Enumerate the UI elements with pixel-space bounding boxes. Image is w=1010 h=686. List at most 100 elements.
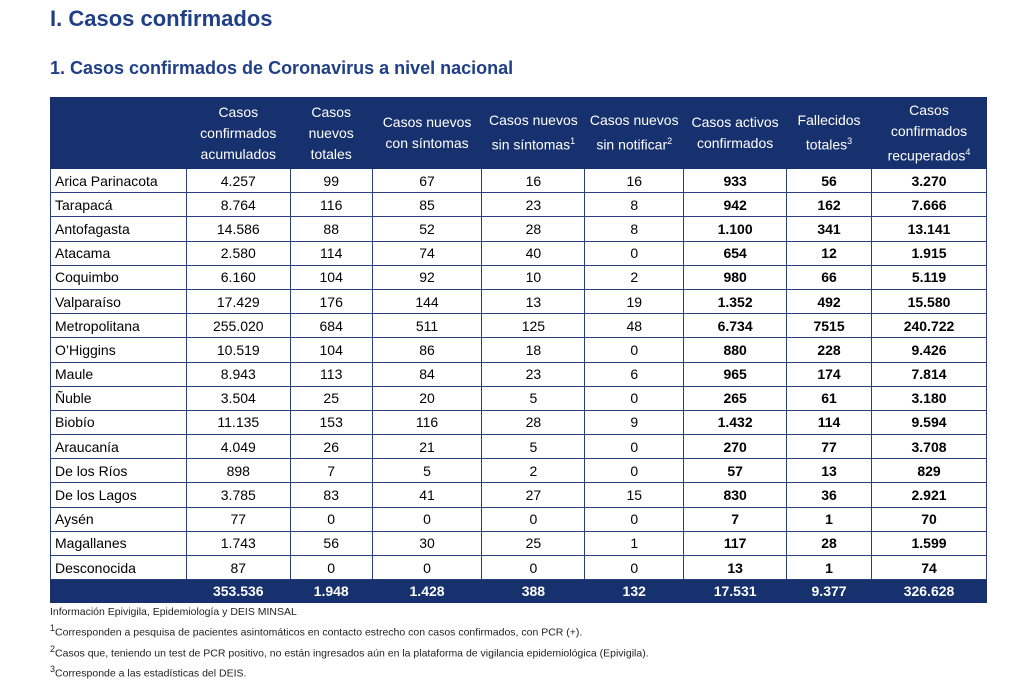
table-row: De los Lagos 3.785 83 41 27 15 830 36 2.921	[50, 482, 987, 508]
header-text: Casos confirmados recuperados	[887, 101, 968, 164]
table-cell: 898	[185, 458, 291, 484]
table-cell: 19	[584, 288, 685, 315]
table-cell: 13	[481, 288, 586, 315]
superscript: 2	[667, 136, 673, 147]
table-cell: Valparaíso	[50, 288, 187, 315]
table-cell: 28	[481, 409, 586, 436]
header-cell: Casos confirmados recuperados4	[871, 97, 987, 169]
table-cell: 255.020	[185, 313, 291, 339]
table-cell: 56	[786, 167, 873, 194]
table-cell: 0	[289, 554, 373, 581]
header-text: Casos activos confirmados	[691, 114, 779, 151]
table-cell: Atacama	[50, 240, 187, 266]
table-cell: O’Higgins	[50, 337, 187, 363]
table-cell: 6	[584, 361, 685, 387]
total-cell: 1.428	[371, 579, 483, 604]
table-cell: Tarapacá	[50, 192, 187, 218]
table-cell: 0	[371, 506, 483, 532]
table-cell: 113	[289, 361, 373, 387]
table-cell: 3.180	[871, 385, 987, 411]
table-cell: 492	[786, 288, 873, 315]
table-cell: 7	[289, 458, 373, 484]
table-cell: 67	[371, 167, 483, 194]
header-cell: Casos nuevos con síntomas	[371, 97, 483, 169]
table-cell: 0	[584, 506, 685, 532]
footnotes: Información Epivigila, Epidemiología y D…	[50, 604, 757, 686]
table-cell: 7515	[786, 313, 873, 339]
table-cell: 4.049	[185, 434, 291, 460]
superscript: 4	[965, 146, 971, 157]
table: Casos confirmados acumulados Casos nuevos…	[50, 97, 987, 604]
table-cell: 36	[786, 482, 873, 508]
subtitle: 1. Casos confirmados de Coronavirus a ni…	[50, 58, 514, 78]
table-cell: 0	[584, 385, 685, 411]
table-cell: 0	[584, 337, 685, 363]
table-row: Ñuble 3.504 25 20 5 0 265 61 3.180	[50, 385, 987, 411]
table-row: Arica Parinacota 4.257 99 67 16 16 933 56 3.270	[50, 167, 987, 194]
table-cell: 1.743	[185, 530, 291, 557]
table-cell: 2	[584, 264, 685, 290]
table-cell: 5	[481, 385, 586, 411]
table-cell: 104	[289, 264, 373, 290]
table-cell: 10	[481, 264, 586, 290]
table-cell: 5	[481, 434, 586, 460]
table-cell: 114	[786, 409, 873, 436]
table-cell: 57	[683, 458, 788, 484]
table-cell: 265	[683, 385, 788, 411]
table-cell: 880	[683, 337, 788, 363]
table-cell: 162	[786, 192, 873, 218]
table-cell: 240.722	[871, 313, 987, 339]
table-cell: 341	[786, 216, 873, 242]
table-cell: 56	[289, 530, 373, 557]
table-cell: 77	[786, 434, 873, 460]
table-cell: 1.599	[871, 530, 987, 557]
table-row: Biobío 11.135 153 116 28 9 1.432 114 9.594	[50, 409, 987, 436]
table-cell: 77	[185, 506, 291, 532]
table-cell: 1.352	[683, 288, 788, 315]
table-cell: 0	[289, 506, 373, 532]
table-cell: Desconocida	[50, 554, 187, 581]
table-cell: De los Lagos	[50, 482, 187, 508]
table-cell: 92	[371, 264, 483, 290]
header-cell: Casos nuevos sin notificar2	[584, 97, 685, 169]
table-cell: 13	[683, 554, 788, 581]
table-cell: 27	[481, 482, 586, 508]
title: I. Casos confirmados	[50, 6, 273, 31]
table-cell: 25	[481, 530, 586, 557]
table-row: De los Ríos 898 7 5 2 0 57 13 829	[50, 458, 987, 484]
superscript: 1	[50, 623, 56, 633]
table-cell: 84	[371, 361, 483, 387]
table-cell: 9	[584, 409, 685, 436]
header-row: Casos confirmados acumulados Casos nuevos…	[50, 97, 987, 169]
table-cell: 2.580	[185, 240, 291, 266]
superscript: 4	[50, 685, 55, 686]
table-row: O’Higgins 10.519 104 86 18 0 880 228 9.426	[50, 337, 987, 363]
table-cell: 85	[371, 192, 483, 218]
table-cell: 2	[481, 458, 586, 484]
table-row: Valparaíso 17.429 176 144 13 19 1.352 492 15.580	[50, 288, 987, 315]
total-cell: 388	[481, 579, 586, 604]
header-cell: Casos activos confirmados	[683, 97, 788, 169]
table-row: Atacama 2.580 114 74 40 0 654 12 1.915	[50, 240, 987, 266]
table-row: Metropolitana 255.020 684 511 125 48 6.734 7515…	[50, 313, 987, 339]
table-cell: 70	[871, 506, 987, 532]
table-cell: Aysén	[50, 506, 187, 532]
table-cell: Coquimbo	[50, 264, 187, 290]
table-row: Coquimbo 6.160 104 92 10 2 980 66 5.119	[50, 264, 987, 290]
table-cell: 1.432	[683, 409, 788, 436]
table-cell: 270	[683, 434, 788, 460]
table-cell: 9.426	[871, 337, 987, 363]
superscript: 3	[847, 136, 853, 147]
table-cell: 174	[786, 361, 873, 387]
total-cell: 353.536	[185, 579, 291, 604]
table-cell: 830	[683, 482, 788, 508]
table-cell: 16	[584, 167, 685, 194]
table-cell: 114	[289, 240, 373, 266]
table-cell: 18	[481, 337, 586, 363]
table-cell: 3.708	[871, 434, 987, 460]
table-cell: Araucanía	[50, 434, 187, 460]
footnote-text: Información Epivigila, Epidemiología y D…	[50, 606, 297, 618]
table-cell: 1	[786, 554, 873, 581]
table-cell: 40	[481, 240, 586, 266]
table-cell: 829	[871, 458, 987, 484]
